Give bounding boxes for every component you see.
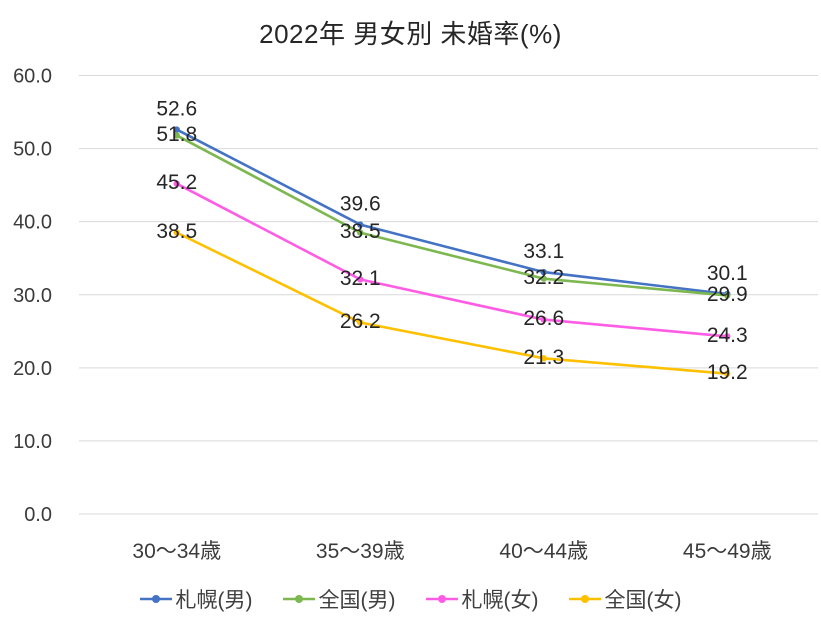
legend-item: 全国(男): [282, 584, 396, 614]
legend-label: 全国(女): [604, 589, 682, 612]
data-label: 19.2: [707, 361, 748, 384]
data-point-marker: [357, 229, 364, 236]
data-label: 39.6: [340, 193, 381, 216]
data-point-marker: [724, 333, 731, 340]
y-axis-tick-label: 0.0: [24, 504, 52, 526]
series-line: [175, 182, 729, 338]
legend-item: 全国(女): [568, 584, 682, 614]
y-axis-tick-label: 60.0: [13, 66, 52, 88]
data-point-marker: [173, 126, 180, 133]
x-axis-category-label: 35〜39歳: [316, 540, 405, 563]
y-axis-tick-label: 50.0: [13, 139, 52, 161]
data-point-marker: [540, 275, 547, 282]
data-label: 32.2: [523, 266, 564, 289]
x-axis-category-label: 40〜44歳: [499, 540, 588, 563]
x-axis-category-label: 30〜34歳: [132, 540, 221, 563]
data-label: 26.6: [523, 307, 564, 330]
legend-marker-icon: [568, 595, 601, 603]
data-point-marker: [173, 180, 180, 187]
data-label: 30.1: [707, 262, 748, 285]
legend-marker-icon: [282, 595, 315, 603]
series-line: [175, 231, 729, 375]
series-line: [175, 128, 729, 296]
x-axis-category-label: 45〜49歳: [683, 540, 772, 563]
data-label: 33.1: [523, 240, 564, 263]
chart-legend: 札幌(男) 全国(男) 札幌(女) 全国(女): [0, 584, 821, 614]
data-label: 52.6: [156, 98, 197, 121]
legend-label: 札幌(男): [175, 589, 253, 612]
y-axis-tick-label: 10.0: [13, 431, 52, 453]
data-point-marker: [540, 268, 547, 276]
legend-label: 札幌(女): [461, 589, 539, 612]
data-point-marker: [173, 229, 180, 236]
data-label: 38.5: [340, 220, 381, 243]
legend-label: 全国(男): [318, 589, 396, 612]
data-label: 29.9: [707, 283, 748, 306]
y-axis-tick-label: 30.0: [13, 285, 52, 307]
data-label: 26.2: [340, 310, 381, 333]
series-line: [175, 134, 729, 297]
chart-title: 2022年 男女別 未婚率(%): [259, 19, 562, 49]
legend-marker-dot: [294, 595, 303, 603]
legend-marker-icon: [425, 595, 458, 603]
data-point-marker: [173, 132, 180, 139]
data-point-marker: [724, 292, 731, 299]
y-axis-tick-label: 20.0: [13, 358, 52, 380]
data-label: 51.8: [156, 123, 197, 146]
data-label: 38.5: [156, 220, 197, 243]
legend-item: 札幌(女): [425, 584, 539, 614]
data-point-marker: [724, 370, 731, 377]
data-point-marker: [357, 276, 364, 283]
data-point-marker: [357, 221, 364, 228]
legend-marker-dot: [437, 595, 446, 603]
legend-marker-icon: [139, 595, 172, 603]
legend-marker-dot: [580, 595, 589, 603]
data-point-marker: [357, 319, 364, 326]
data-label: 45.2: [156, 171, 197, 194]
legend-item: 札幌(男): [139, 584, 253, 614]
data-point-marker: [540, 355, 547, 362]
y-axis-tick-label: 40.0: [13, 212, 52, 234]
data-label: 32.1: [340, 267, 381, 290]
data-point-marker: [540, 316, 547, 323]
legend-marker-dot: [151, 595, 160, 603]
data-label: 21.3: [523, 346, 564, 369]
data-label: 24.3: [707, 324, 748, 347]
